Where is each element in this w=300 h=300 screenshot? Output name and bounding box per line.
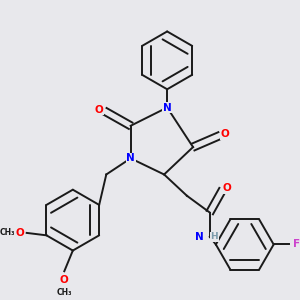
Text: N: N	[195, 232, 204, 242]
Text: CH₃: CH₃	[56, 288, 72, 297]
Text: CH₃: CH₃	[0, 228, 15, 237]
Text: H: H	[211, 232, 218, 242]
Text: O: O	[223, 183, 232, 193]
Text: O: O	[95, 105, 104, 115]
Text: O: O	[60, 275, 69, 285]
Text: N: N	[163, 103, 172, 112]
Text: O: O	[221, 129, 230, 139]
Text: F: F	[292, 239, 300, 250]
Text: N: N	[126, 153, 135, 163]
Text: O: O	[16, 228, 24, 238]
